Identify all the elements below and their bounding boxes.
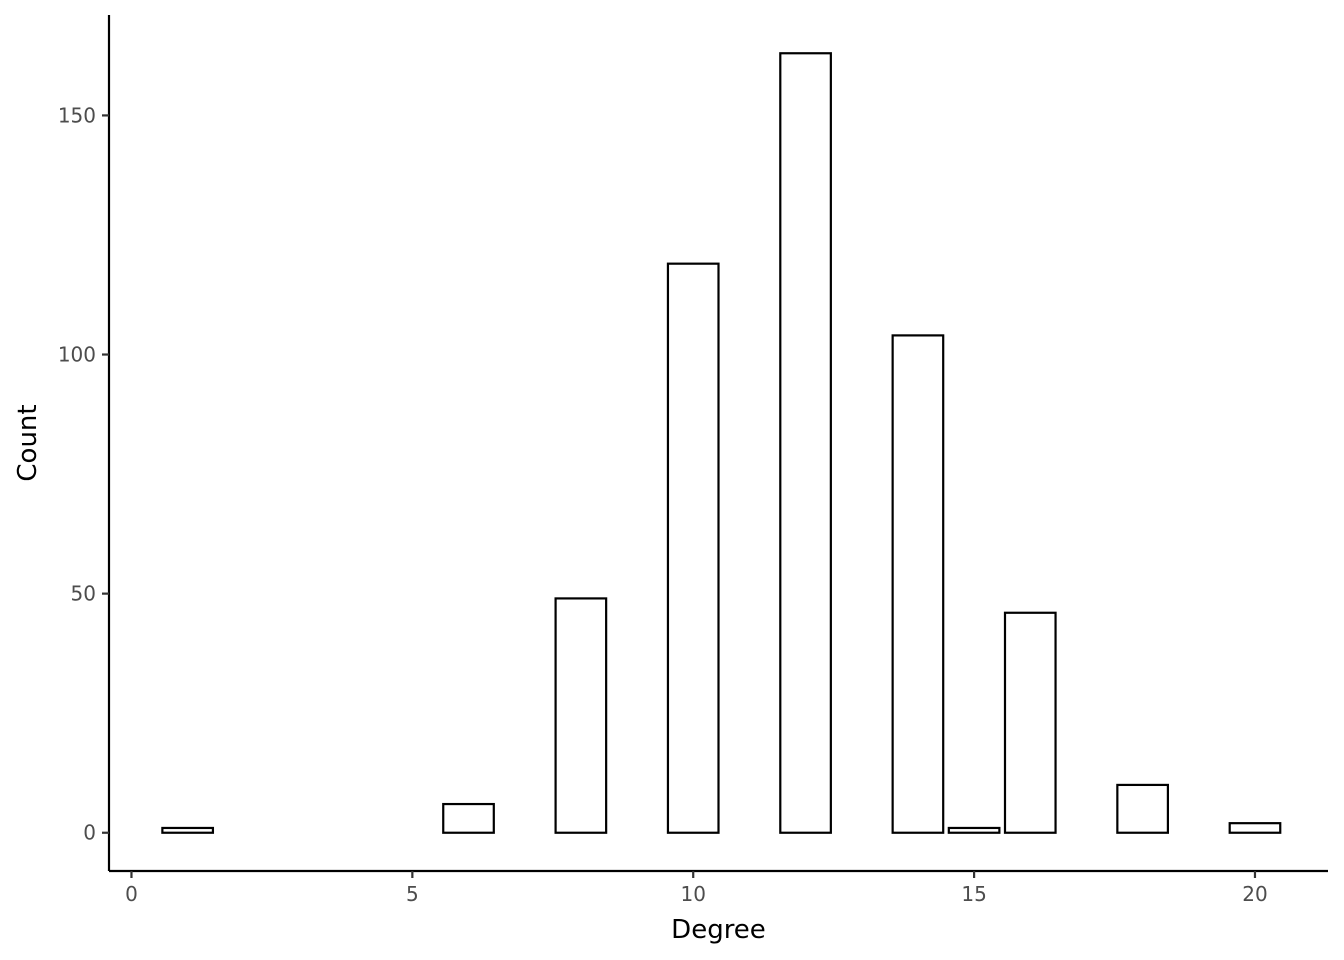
bars-group	[161, 52, 1282, 834]
bar-degree-1	[161, 826, 215, 834]
bar-degree-10	[666, 262, 720, 834]
y-tick-label-50: 50	[71, 582, 96, 606]
x-tick-label-20: 20	[1242, 882, 1267, 906]
bar-degree-18	[1116, 783, 1170, 834]
bar-degree-14	[891, 334, 945, 834]
x-tick-label-0: 0	[125, 882, 138, 906]
bar-degree-12	[779, 52, 832, 834]
y-tick-label-150: 150	[58, 103, 96, 127]
bar-degree-16	[1003, 611, 1057, 834]
axes-group	[107, 15, 1328, 873]
x-axis-title: Degree	[671, 915, 766, 945]
y-ticks-group: 0 50 100 150	[58, 103, 109, 845]
y-axis-title: Count	[13, 404, 43, 481]
y-tick-label-0: 0	[83, 821, 96, 845]
bar-degree-15	[947, 826, 1001, 834]
x-tick-label-15: 15	[961, 882, 986, 906]
bar-degree-6	[442, 802, 495, 834]
x-tick-label-5: 5	[406, 882, 419, 906]
bar-degree-8	[554, 597, 608, 834]
x-tick-label-10: 10	[680, 882, 705, 906]
y-tick-label-100: 100	[58, 343, 96, 367]
bar-degree-20	[1228, 822, 1282, 834]
x-ticks-group: 0 5 10 15 20	[125, 871, 1268, 906]
